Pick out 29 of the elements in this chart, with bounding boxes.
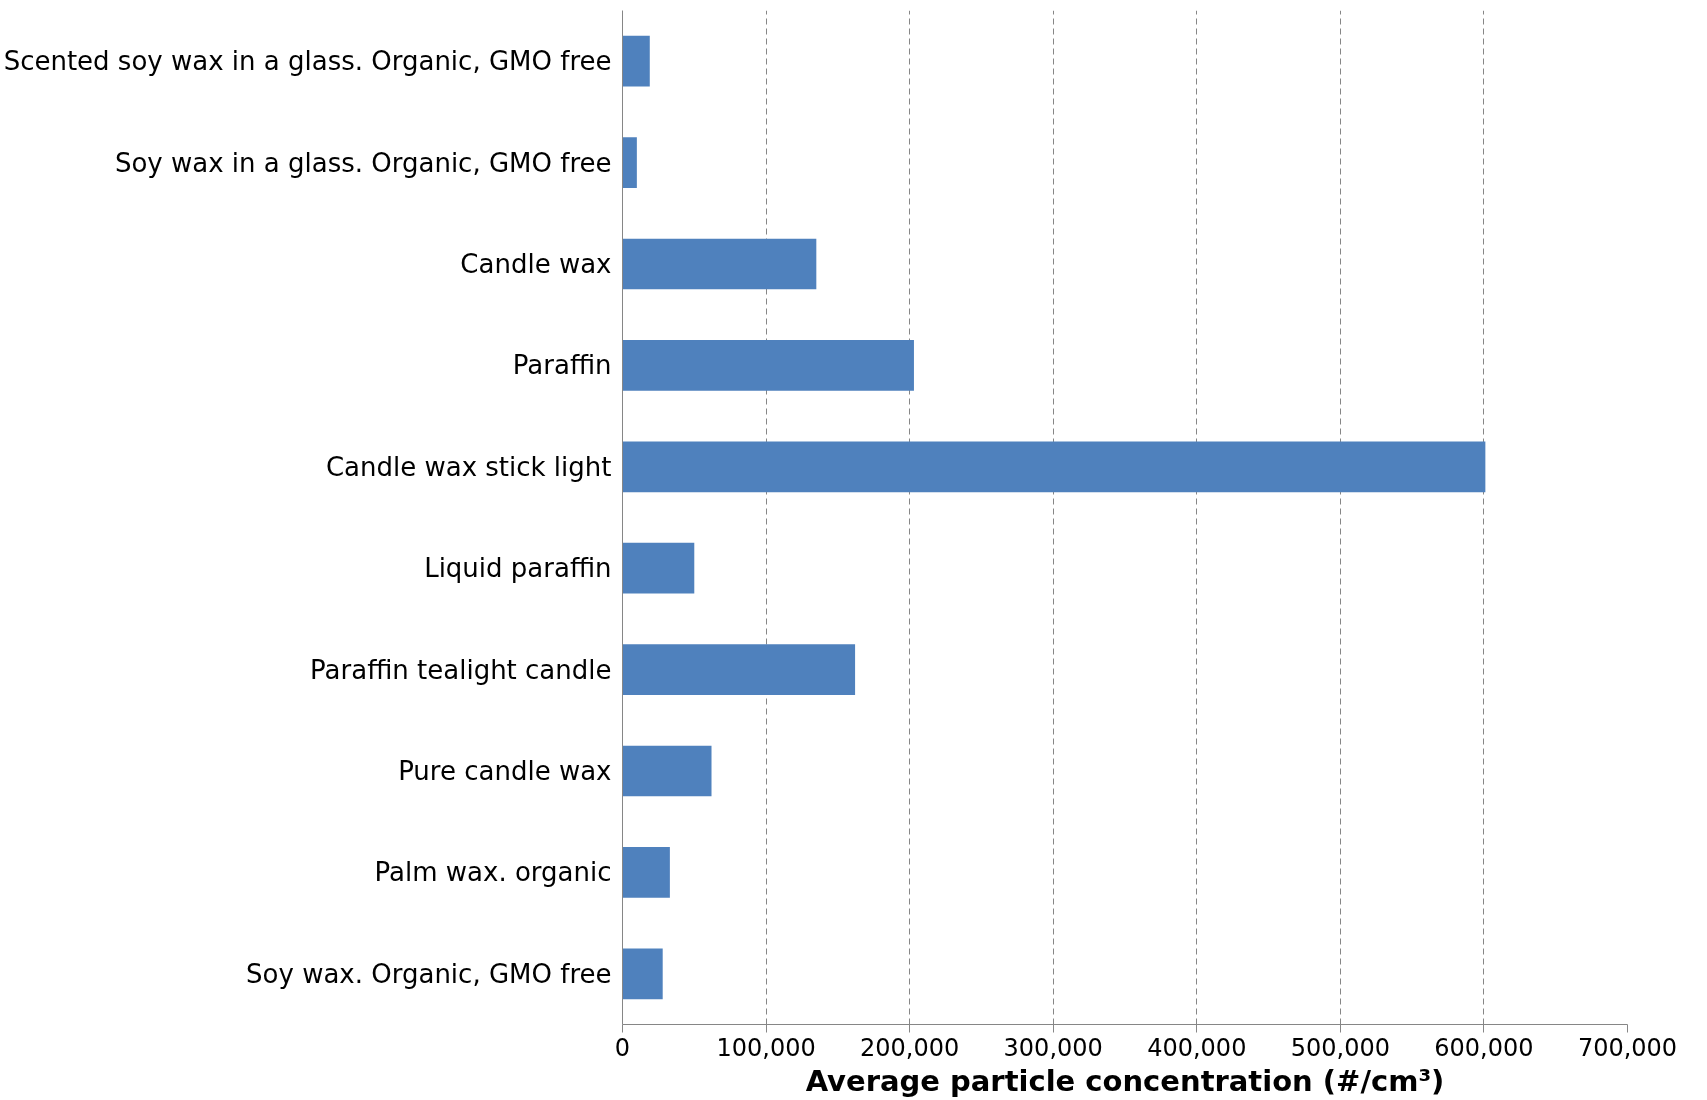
y-tick-label: Soy wax. Organic, GMO free [246,958,612,989]
y-tick-label: Palm wax. organic [374,857,612,888]
x-tick-label: 100,000 [716,1033,816,1062]
y-tick-label: Liquid paraffin [424,553,612,584]
y-tick-label: Scented soy wax in a glass. Organic, GMO free [3,46,612,77]
bar [622,745,712,797]
y-tick-label: Soy wax in a glass. Organic, GMO free [114,147,612,178]
bar [622,441,1486,493]
bar [622,340,914,391]
x-tick-label: 700,000 [1577,1033,1678,1062]
bar [622,542,695,594]
y-tick-label: Candle wax [460,249,612,279]
bar [622,948,663,1000]
x-tick-label: 500,000 [1290,1033,1390,1062]
x-tick-label: 0 [614,1033,631,1062]
y-tick-label: Paraffin tealight candle [310,654,612,685]
bar [622,238,817,290]
bar [622,644,856,695]
y-tick-label: Pure candle wax [398,756,612,786]
bar [622,35,650,87]
bar [622,847,670,898]
y-tick-label: Candle wax stick light [325,451,612,482]
x-tick-label: 200,000 [860,1033,960,1062]
x-axis-title: Average particle concentration (#/cm³) [805,1063,1445,1098]
y-tick-label: Paraffin [512,350,612,381]
x-tick-label: 300,000 [1003,1033,1103,1062]
x-tick-label: 600,000 [1434,1033,1534,1062]
x-tick-label: 400,000 [1147,1033,1247,1062]
bar [622,137,637,188]
